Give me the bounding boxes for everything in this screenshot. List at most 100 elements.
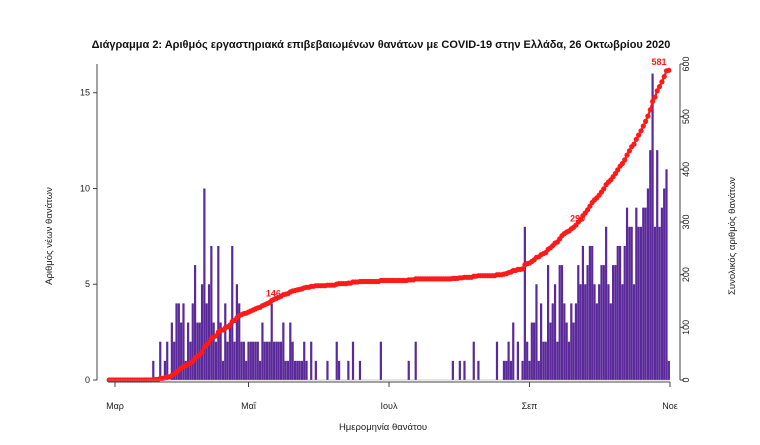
bar [235, 284, 238, 380]
cumulative-point [227, 322, 233, 328]
bar [551, 303, 554, 380]
bar [407, 360, 410, 380]
bar [658, 226, 661, 380]
bar [579, 284, 582, 380]
bar [152, 360, 155, 380]
bar [653, 226, 657, 380]
bar [667, 360, 670, 380]
bar [458, 360, 461, 380]
bar [351, 341, 355, 380]
bar [286, 360, 290, 380]
bar [595, 303, 598, 380]
cumulative-annotation: 146 [266, 289, 281, 299]
cumulative-point [631, 141, 637, 147]
bar [574, 303, 578, 380]
bar [272, 341, 276, 380]
y-tick-label: 5 [85, 279, 90, 289]
bar [558, 265, 561, 380]
bar [477, 360, 480, 380]
bar [247, 341, 250, 380]
bar [379, 341, 382, 380]
bar [602, 265, 605, 380]
bar [217, 245, 220, 380]
cumulative-annotation: 290 [570, 213, 585, 223]
cumulative-point [638, 128, 644, 134]
bar [270, 303, 273, 380]
bar [166, 341, 169, 380]
y2-tick-label: 0 [681, 377, 691, 382]
bar [593, 284, 596, 380]
bar [221, 360, 225, 380]
bar [605, 226, 608, 380]
bar [567, 341, 571, 380]
bar [196, 322, 199, 380]
bar [240, 341, 243, 380]
bar [451, 360, 454, 380]
x-tick-label: Μαΐ [241, 401, 257, 411]
bar [238, 303, 241, 380]
bar [242, 341, 245, 380]
y-axis-label: Αριθμός νέων θανάτων [44, 187, 55, 285]
bar [616, 245, 619, 380]
bar [231, 245, 234, 380]
x-tick-label: Μαρ [106, 401, 124, 411]
y2-axis-label: Συνολικός αριθμός θανάτων [727, 177, 738, 295]
bar [651, 73, 654, 380]
bar [495, 341, 499, 380]
bar-series [152, 73, 670, 380]
bar [275, 341, 278, 380]
bar [296, 360, 299, 380]
bar [298, 360, 301, 380]
bar [530, 322, 533, 380]
bar [512, 322, 515, 380]
bar [326, 360, 329, 380]
bar [553, 284, 557, 380]
bar [649, 150, 652, 380]
cumulative-point [647, 107, 653, 113]
bar [314, 360, 317, 380]
bar [546, 265, 550, 380]
bar [570, 303, 573, 380]
bar [193, 265, 197, 380]
bar [639, 226, 643, 380]
bar [623, 245, 626, 380]
y2-tick-label: 300 [681, 214, 691, 229]
bar [305, 360, 308, 380]
cumulative-point [656, 84, 663, 90]
bar [233, 341, 236, 380]
bar [523, 226, 526, 380]
bar [293, 360, 297, 380]
bar [556, 341, 559, 380]
bar [310, 341, 313, 380]
bar [621, 284, 624, 380]
cumulative-point [622, 157, 628, 163]
cumulative-point [615, 167, 621, 173]
bar [542, 341, 545, 380]
bar [625, 207, 629, 380]
bar [549, 322, 552, 380]
bar [291, 341, 294, 380]
cumulative-point [659, 79, 665, 85]
bar [581, 245, 585, 380]
bar [521, 360, 524, 380]
bar [277, 341, 280, 380]
bar [228, 322, 232, 380]
bar [516, 341, 519, 380]
y2-tick-label: 500 [681, 109, 691, 124]
bar [472, 341, 475, 380]
bar [632, 284, 636, 380]
bar [184, 360, 187, 380]
bar [618, 245, 622, 380]
bar [259, 360, 262, 380]
bar [191, 303, 194, 380]
bar [642, 207, 645, 380]
bar [644, 207, 647, 380]
bar [544, 341, 547, 380]
y2-tick-label: 600 [681, 56, 691, 71]
cumulative-point [666, 67, 672, 73]
bar [170, 322, 173, 380]
bar [628, 226, 631, 380]
bar [163, 360, 166, 380]
cumulative-annotation: 581 [651, 57, 666, 67]
bar [203, 188, 206, 380]
